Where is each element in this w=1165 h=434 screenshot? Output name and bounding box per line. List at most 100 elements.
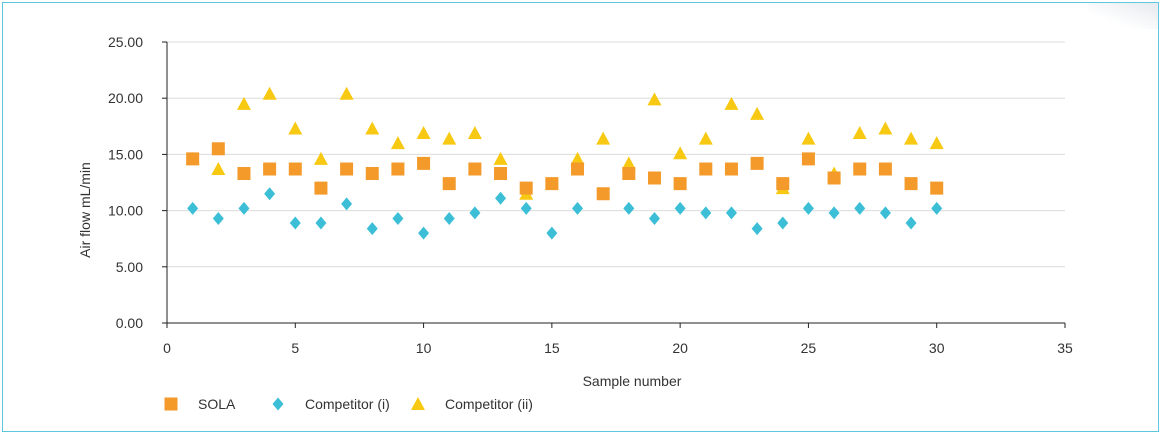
diamond-point bbox=[187, 201, 199, 215]
diamond-point bbox=[751, 222, 763, 236]
x-axis-label: Sample number bbox=[583, 373, 682, 389]
square-point bbox=[211, 142, 225, 156]
triangle-point bbox=[211, 162, 226, 176]
triangle-point bbox=[493, 151, 508, 165]
square-point bbox=[365, 167, 379, 181]
square-point bbox=[468, 162, 482, 176]
square-point bbox=[878, 162, 892, 176]
diamond-point bbox=[418, 226, 430, 240]
diamond-point bbox=[443, 211, 455, 225]
legend: SOLA Competitor (i) Competitor (ii) bbox=[164, 396, 533, 412]
gridlines bbox=[167, 41, 1065, 268]
square-point bbox=[827, 171, 841, 185]
y-tick-label: 10.00 bbox=[108, 203, 143, 219]
diamond-point bbox=[802, 201, 814, 215]
diamond-point bbox=[392, 211, 404, 225]
diamond-point bbox=[264, 187, 276, 201]
x-tick-label: 5 bbox=[291, 340, 299, 356]
x-tick-label: 25 bbox=[801, 340, 817, 356]
diamond-point bbox=[520, 201, 532, 215]
diamond-point bbox=[777, 216, 789, 230]
triangle-point bbox=[442, 131, 457, 145]
diamond-point bbox=[828, 206, 840, 220]
square-point bbox=[571, 162, 585, 176]
square-point bbox=[724, 162, 738, 176]
triangle-point bbox=[313, 151, 328, 165]
square-point bbox=[519, 181, 533, 195]
triangle-point bbox=[339, 86, 354, 100]
triangle-point bbox=[852, 126, 867, 140]
square-point bbox=[673, 177, 687, 191]
diamond-point bbox=[366, 222, 378, 236]
triangle-point bbox=[878, 121, 893, 135]
x-tick-labels: 0 5 10 15 20 25 30 35 bbox=[163, 340, 1073, 356]
diamond-point bbox=[341, 197, 353, 211]
square-point bbox=[801, 152, 815, 166]
y-tick-label: 0.00 bbox=[116, 315, 143, 331]
data-points bbox=[185, 86, 944, 240]
diamond-point bbox=[212, 211, 224, 225]
square-point bbox=[622, 167, 636, 181]
x-tick-label: 30 bbox=[929, 340, 945, 356]
series-sola bbox=[186, 142, 944, 201]
square-point bbox=[391, 162, 405, 176]
triangle-point bbox=[698, 131, 713, 145]
y-axis-label: Air flow mL/min bbox=[77, 162, 93, 258]
square-point bbox=[776, 177, 790, 191]
diamond-point bbox=[238, 201, 250, 215]
legend-triangle-marker bbox=[411, 397, 425, 410]
x-tick-label: 10 bbox=[416, 340, 432, 356]
square-point bbox=[596, 187, 610, 201]
diamond-point bbox=[572, 201, 584, 215]
square-point bbox=[930, 181, 944, 195]
y-tick-label: 15.00 bbox=[108, 146, 143, 162]
x-tick-label: 15 bbox=[544, 340, 560, 356]
triangle-point bbox=[236, 96, 251, 110]
x-tick-label: 0 bbox=[163, 340, 171, 356]
square-point bbox=[186, 152, 200, 166]
square-point bbox=[853, 162, 867, 176]
legend-diamond-marker bbox=[272, 397, 284, 411]
triangle-point bbox=[904, 131, 919, 145]
legend-label: Competitor (ii) bbox=[445, 396, 533, 412]
diamond-point bbox=[648, 211, 660, 225]
y-tick-labels: 0.00 5.00 10.00 15.00 20.00 25.00 bbox=[108, 34, 143, 331]
diamond-point bbox=[469, 206, 481, 220]
triangle-point bbox=[262, 86, 277, 100]
diamond-point bbox=[905, 216, 917, 230]
triangle-point bbox=[621, 156, 636, 170]
triangle-point bbox=[929, 136, 944, 150]
y-tick-label: 20.00 bbox=[108, 90, 143, 106]
triangle-point bbox=[390, 136, 405, 150]
series-competitor-i bbox=[187, 187, 943, 240]
x-tick-label: 20 bbox=[672, 340, 688, 356]
square-point bbox=[237, 167, 251, 181]
y-tick-label: 5.00 bbox=[116, 259, 143, 275]
square-point bbox=[288, 162, 302, 176]
triangle-point bbox=[596, 131, 611, 145]
triangle-point bbox=[801, 131, 816, 145]
square-point bbox=[263, 162, 277, 176]
square-point bbox=[904, 177, 918, 191]
triangle-point bbox=[365, 121, 380, 135]
triangle-point bbox=[416, 126, 431, 140]
diamond-point bbox=[289, 216, 301, 230]
corner-shading bbox=[1088, 3, 1158, 29]
triangle-point bbox=[673, 146, 688, 160]
square-point bbox=[494, 167, 508, 181]
square-point bbox=[340, 162, 354, 176]
triangle-point bbox=[750, 106, 765, 120]
square-point bbox=[545, 177, 559, 191]
scatter-chart: 0.00 5.00 10.00 15.00 20.00 25.00 0 5 10 15 20 25 3… bbox=[77, 34, 1073, 412]
triangle-point bbox=[467, 126, 482, 140]
legend-label: SOLA bbox=[198, 396, 236, 412]
square-point bbox=[750, 156, 764, 170]
y-tick-label: 25.00 bbox=[108, 34, 143, 50]
axes bbox=[162, 41, 1066, 328]
triangle-point bbox=[647, 92, 662, 106]
square-point bbox=[314, 181, 328, 195]
diamond-point bbox=[495, 191, 507, 205]
legend-square-marker bbox=[164, 397, 178, 411]
diamond-point bbox=[315, 216, 327, 230]
